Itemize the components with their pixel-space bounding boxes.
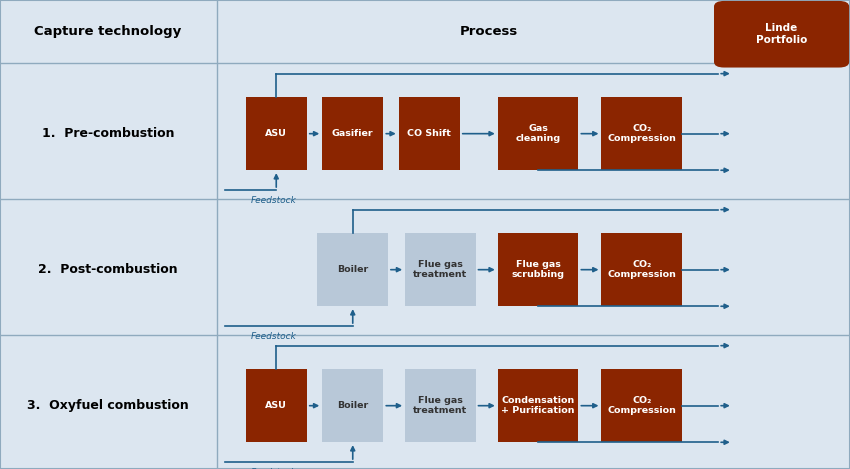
Text: Flue gas
scrubbing: Flue gas scrubbing <box>512 260 564 280</box>
Text: Feedstock: Feedstock <box>251 468 297 469</box>
Text: CO₂
Compression: CO₂ Compression <box>607 396 677 416</box>
FancyBboxPatch shape <box>601 98 682 170</box>
FancyBboxPatch shape <box>405 234 475 306</box>
FancyBboxPatch shape <box>318 234 388 306</box>
Text: Linde
Portfolio: Linde Portfolio <box>756 23 807 45</box>
Text: CO Shift: CO Shift <box>407 129 451 138</box>
Text: 1.  Pre-combustion: 1. Pre-combustion <box>42 127 174 140</box>
FancyBboxPatch shape <box>405 370 475 442</box>
FancyBboxPatch shape <box>714 1 849 68</box>
Text: ASU: ASU <box>265 401 287 410</box>
Text: 3.  Oxyfuel combustion: 3. Oxyfuel combustion <box>27 399 189 412</box>
Text: CO₂
Compression: CO₂ Compression <box>607 124 677 144</box>
FancyBboxPatch shape <box>322 98 383 170</box>
Text: Flue gas
treatment: Flue gas treatment <box>413 396 468 416</box>
FancyBboxPatch shape <box>322 370 383 442</box>
Text: Feedstock: Feedstock <box>251 196 297 204</box>
Text: Condensation
+ Purification: Condensation + Purification <box>502 396 575 416</box>
Text: 2.  Post-combustion: 2. Post-combustion <box>38 263 178 276</box>
Text: Capture technology: Capture technology <box>34 25 182 38</box>
FancyBboxPatch shape <box>601 370 682 442</box>
Text: Feedstock: Feedstock <box>251 332 297 340</box>
FancyBboxPatch shape <box>246 370 307 442</box>
FancyBboxPatch shape <box>497 98 578 170</box>
Text: Process: Process <box>460 25 518 38</box>
Text: Flue gas
treatment: Flue gas treatment <box>413 260 468 280</box>
Text: Boiler: Boiler <box>337 265 368 274</box>
Text: Gasifier: Gasifier <box>332 129 373 138</box>
FancyBboxPatch shape <box>246 98 307 170</box>
FancyBboxPatch shape <box>399 98 460 170</box>
FancyBboxPatch shape <box>497 370 578 442</box>
FancyBboxPatch shape <box>497 234 578 306</box>
Text: CO₂
Compression: CO₂ Compression <box>607 260 677 280</box>
FancyBboxPatch shape <box>601 234 682 306</box>
Text: ASU: ASU <box>265 129 287 138</box>
Text: Boiler: Boiler <box>337 401 368 410</box>
Text: Gas
cleaning: Gas cleaning <box>515 124 561 144</box>
